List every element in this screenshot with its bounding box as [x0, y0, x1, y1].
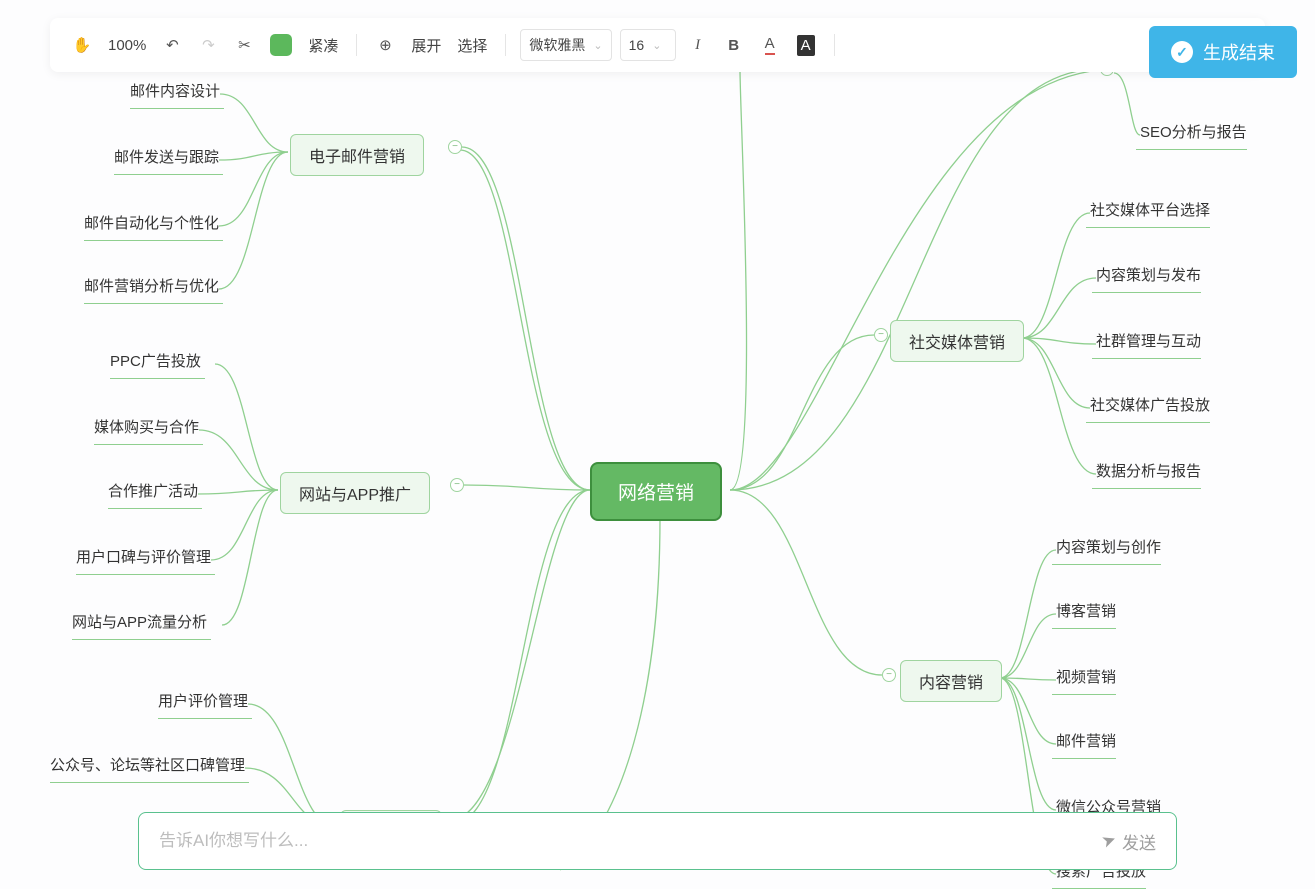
- leaf-node[interactable]: 视频营销: [1056, 664, 1116, 689]
- branch-content[interactable]: 内容营销: [900, 660, 1002, 702]
- leaf-node[interactable]: 邮件内容设计: [130, 78, 220, 103]
- leaf-node[interactable]: PPC广告投放: [110, 348, 201, 373]
- branch-promo[interactable]: 网站与APP推广: [280, 472, 430, 514]
- undo-icon[interactable]: ↶: [158, 29, 186, 61]
- leaf-node[interactable]: 公众号、论坛等社区口碑管理: [50, 752, 245, 777]
- leaf-node[interactable]: 邮件营销分析与优化: [84, 273, 219, 298]
- leaf-node[interactable]: 邮件发送与跟踪: [114, 144, 219, 169]
- leaf-node[interactable]: 媒体购买与合作: [94, 414, 199, 439]
- leaf-node[interactable]: 内容策划与创作: [1056, 534, 1161, 559]
- leaf-node[interactable]: 合作推广活动: [108, 478, 198, 503]
- leaf-node[interactable]: 邮件营销: [1056, 728, 1116, 753]
- leaf-node[interactable]: 博客营销: [1056, 598, 1116, 623]
- send-button[interactable]: ➤ 发送: [1102, 829, 1156, 854]
- font-size-select[interactable]: 16⌄: [620, 29, 676, 61]
- leaf-node[interactable]: 网站与APP流量分析: [72, 609, 207, 634]
- leaf-node[interactable]: 社交媒体平台选择: [1090, 197, 1210, 222]
- check-icon: ✓: [1171, 41, 1193, 63]
- leaf-node[interactable]: 社交媒体广告投放: [1090, 392, 1210, 417]
- leaf-node[interactable]: 邮件自动化与个性化: [84, 210, 219, 235]
- leaf-node[interactable]: 用户评价管理: [158, 688, 248, 713]
- zoom-level[interactable]: 100%: [104, 29, 150, 61]
- cut-icon[interactable]: ✂: [230, 29, 258, 61]
- generate-done-button[interactable]: ✓ 生成结束: [1149, 26, 1297, 78]
- select-button[interactable]: 选择: [453, 29, 491, 61]
- mindmap-edges: [0, 0, 1315, 882]
- expand-button[interactable]: 展开: [407, 29, 445, 61]
- leaf-node[interactable]: 内容策划与发布: [1096, 262, 1201, 287]
- ai-chat-bar: ➤ 发送: [138, 812, 1177, 870]
- collapse-toggle[interactable]: −: [874, 328, 888, 342]
- leaf-node[interactable]: 数据分析与报告: [1096, 458, 1201, 483]
- pan-icon[interactable]: ✋: [68, 29, 96, 61]
- italic-button[interactable]: I: [684, 29, 712, 61]
- bold-button[interactable]: B: [720, 29, 748, 61]
- redo-icon[interactable]: ↷: [194, 29, 222, 61]
- target-icon[interactable]: ⊕: [371, 29, 399, 61]
- font-family-select[interactable]: 微软雅黑⌄: [520, 29, 611, 61]
- leaf-node[interactable]: 社群管理与互动: [1096, 328, 1201, 353]
- layout-select[interactable]: 紧凑: [304, 29, 342, 61]
- branch-social[interactable]: 社交媒体营销: [890, 320, 1024, 362]
- leaf-node[interactable]: SEO分析与报告: [1140, 119, 1247, 144]
- color-chip[interactable]: [266, 29, 296, 61]
- leaf-node[interactable]: 用户口碑与评价管理: [76, 544, 211, 569]
- collapse-toggle[interactable]: −: [450, 478, 464, 492]
- branch-email[interactable]: 电子邮件营销: [290, 134, 424, 176]
- text-color-button[interactable]: A: [756, 29, 784, 61]
- collapse-toggle[interactable]: −: [448, 140, 462, 154]
- ai-chat-input[interactable]: [159, 831, 1102, 851]
- collapse-toggle[interactable]: −: [882, 668, 896, 682]
- toolbar: ✋ 100% ↶ ↷ ✂ 紧凑 ⊕ 展开 选择 微软雅黑⌄ 16⌄ I B A …: [50, 18, 1265, 72]
- highlight-button[interactable]: A: [792, 29, 820, 61]
- send-icon: ➤: [1099, 829, 1119, 853]
- root-node[interactable]: 网络营销: [590, 462, 722, 521]
